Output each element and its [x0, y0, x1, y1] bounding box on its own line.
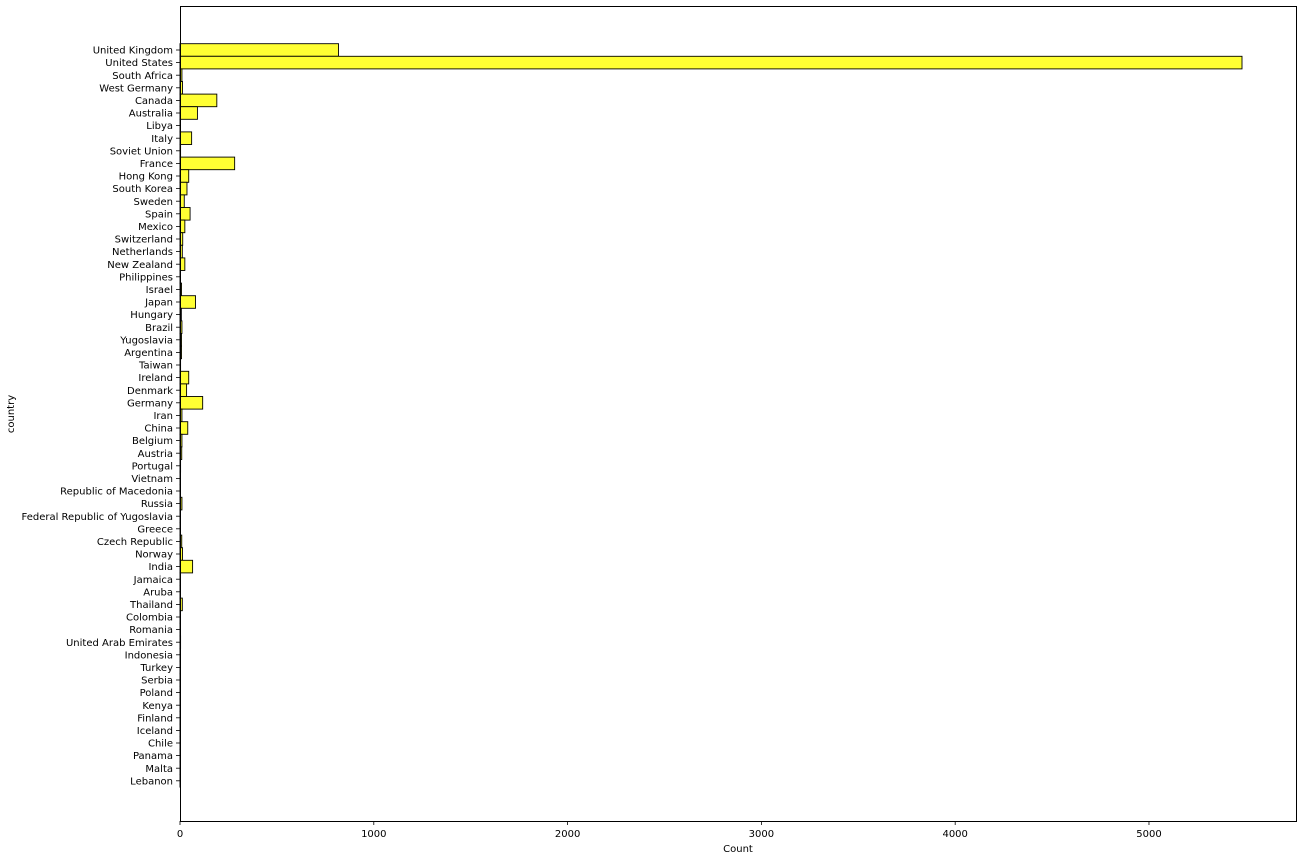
bar-ireland	[179, 370, 190, 385]
y-tick-label: China	[144, 424, 173, 435]
bar-united-states	[179, 55, 1243, 70]
y-tick-label: Hungary	[130, 310, 173, 321]
y-tick-label: Panama	[133, 751, 173, 762]
y-tick-label: Russia	[141, 499, 173, 510]
bar-india	[179, 559, 194, 574]
plot-frame	[180, 6, 1297, 822]
y-tick-label: Canada	[135, 96, 173, 107]
y-tick-label: Brazil	[145, 323, 173, 334]
x-tick-label: 2000	[555, 829, 580, 840]
y-tick-label: South Africa	[112, 71, 173, 82]
y-tick-label: Iran	[153, 411, 173, 422]
bar-united-kingdom	[179, 43, 339, 57]
y-tick-label: South Korea	[112, 184, 173, 195]
y-tick-label: France	[140, 159, 173, 170]
y-tick-label: Spain	[145, 209, 173, 220]
x-tick-label: 4000	[942, 829, 967, 840]
x-axis-label: Count	[723, 844, 753, 855]
bar-australia	[179, 106, 198, 120]
x-tick-label: 1000	[361, 829, 386, 840]
x-tick-label: 5000	[1136, 829, 1161, 840]
y-tick-label: United States	[105, 58, 173, 69]
y-tick-label: Chile	[148, 739, 173, 750]
x-tick-label: 3000	[749, 829, 774, 840]
y-axis-label: country	[6, 395, 17, 433]
y-tick-label: Lebanon	[130, 776, 173, 787]
y-tick-label: Romania	[129, 625, 173, 636]
y-tick-label: Iceland	[137, 726, 173, 737]
y-tick-label: Australia	[129, 109, 173, 120]
bar-germany	[179, 396, 204, 410]
y-tick-label: Jamaica	[133, 575, 173, 586]
bar-japan	[179, 295, 196, 309]
y-tick-label: Poland	[140, 688, 173, 699]
y-tick-label: Thailand	[129, 600, 173, 611]
y-tick-label: Soviet Union	[110, 146, 173, 157]
y-tick-label: Mexico	[138, 222, 173, 233]
y-tick-label: Libya	[146, 121, 173, 132]
bar-france	[179, 156, 236, 171]
y-tick-label: Germany	[127, 398, 173, 409]
y-tick-label: Japan	[144, 298, 173, 309]
bar-hong-kong	[179, 169, 190, 183]
y-tick-label: Norway	[135, 550, 173, 561]
y-tick-label: Hong Kong	[119, 172, 173, 183]
y-tick-label: Aruba	[143, 587, 173, 598]
y-tick-label: Netherlands	[112, 247, 173, 258]
y-tick-label: Federal Republic of Yugoslavia	[22, 512, 174, 523]
y-tick-label: Denmark	[127, 386, 173, 397]
y-tick-label: United Kingdom	[93, 46, 173, 57]
y-tick-label: Czech Republic	[97, 537, 173, 548]
y-tick-label: Finland	[137, 713, 173, 724]
y-tick-label: Indonesia	[125, 650, 173, 661]
y-tick-label: India	[148, 562, 173, 573]
y-tick-label: United Arab Emirates	[66, 638, 173, 649]
y-tick-label: Israel	[146, 285, 173, 296]
y-tick-label: Greece	[137, 524, 173, 535]
y-tick-label: Turkey	[139, 663, 173, 674]
x-axis-ticks: 0 1000 2000 3000 4000 5000	[177, 821, 1162, 840]
bar-canada	[179, 93, 218, 108]
y-tick-label: West Germany	[99, 83, 173, 94]
x-tick-label: 0	[177, 829, 183, 840]
y-tick-label: Philippines	[119, 272, 173, 283]
y-tick-label: Malta	[145, 764, 173, 775]
bar-italy	[179, 131, 193, 145]
y-tick-label: Switzerland	[115, 235, 173, 246]
y-tick-label: Belgium	[132, 436, 173, 447]
y-tick-label: Italy	[151, 134, 173, 145]
bar-spain	[179, 207, 191, 221]
y-tick-label: Republic of Macedonia	[60, 487, 173, 498]
y-tick-label: Argentina	[124, 348, 173, 359]
bar-china	[179, 421, 189, 435]
y-tick-label: Yugoslavia	[119, 335, 173, 346]
y-tick-label: Vietnam	[131, 474, 173, 485]
y-tick-label: Taiwan	[138, 361, 173, 372]
y-tick-label: Portugal	[132, 461, 173, 472]
bar-south-korea	[179, 181, 188, 196]
y-tick-label: Ireland	[138, 373, 173, 384]
y-tick-label: New Zealand	[107, 260, 173, 271]
y-tick-label: Kenya	[142, 701, 173, 712]
y-tick-label: Colombia	[126, 613, 173, 624]
y-tick-label: Serbia	[141, 676, 173, 687]
y-tick-label: Austria	[138, 449, 173, 460]
y-tick-label: Sweden	[133, 197, 173, 208]
